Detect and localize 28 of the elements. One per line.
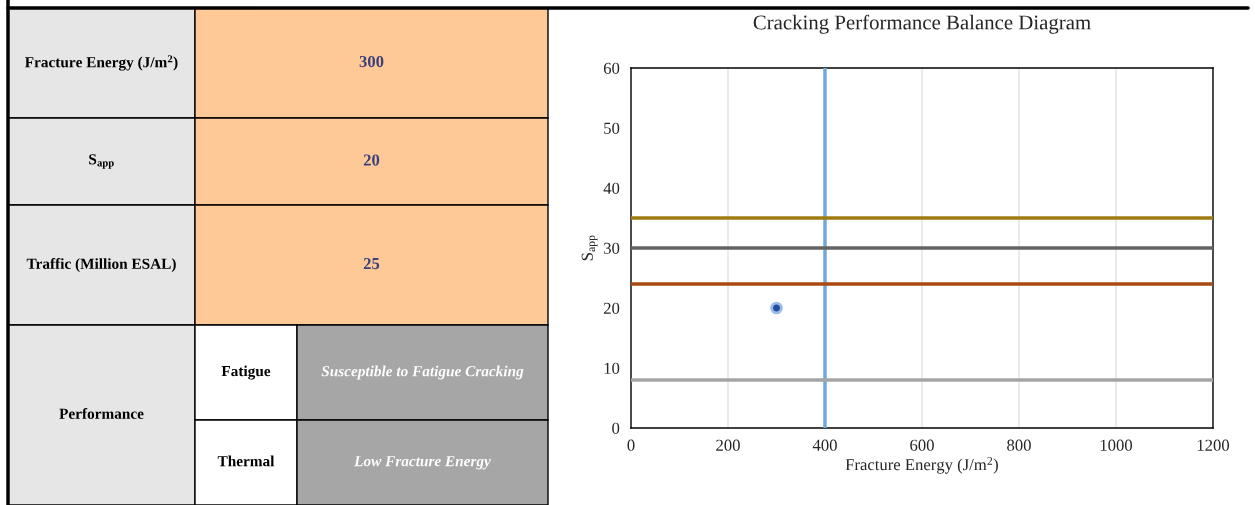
text: Low Fracture Energy [354, 456, 491, 470]
x-tick-label: 400 [812, 439, 837, 451]
x-tick-label: 0 [627, 439, 635, 451]
text: 25 [363, 257, 380, 270]
text: Traffic (Million ESAL) [26, 257, 176, 273]
text: Performance [59, 407, 144, 419]
y-axis-title: S$_{app}$ [581, 235, 598, 261]
y-tick-label: 10 [604, 362, 620, 374]
chart-title: Cracking Performance Balance Diagram [753, 14, 1091, 34]
y-tick-label: 0 [612, 422, 620, 434]
x-tick-label: 200 [716, 439, 740, 451]
y-tick-label: 40 [603, 182, 620, 194]
y-tick-label: 60 [603, 62, 620, 74]
y-tick-label: 20 [603, 302, 620, 314]
text: Thermal [217, 455, 275, 467]
y-tick-label: 30 [604, 242, 620, 254]
x-tick-label: 1200 [1197, 439, 1230, 451]
text: Fracture Energy (J/m$^{2}$) [24, 55, 178, 71]
y-tick-label: 50 [604, 122, 620, 134]
x-tick-label: 800 [1007, 439, 1031, 451]
x-axis-title: Fracture Energy (J/m$^{2}$) [845, 457, 998, 474]
text: S$_{app}$ [89, 154, 114, 169]
text: 20 [363, 154, 380, 166]
x-tick-label: 600 [910, 439, 934, 451]
text: 300 [359, 55, 384, 68]
text: Fatigue [221, 365, 271, 380]
x-tick-label: 1000 [1100, 439, 1133, 451]
text: Susceptible to Fatigue Cracking [321, 365, 524, 380]
